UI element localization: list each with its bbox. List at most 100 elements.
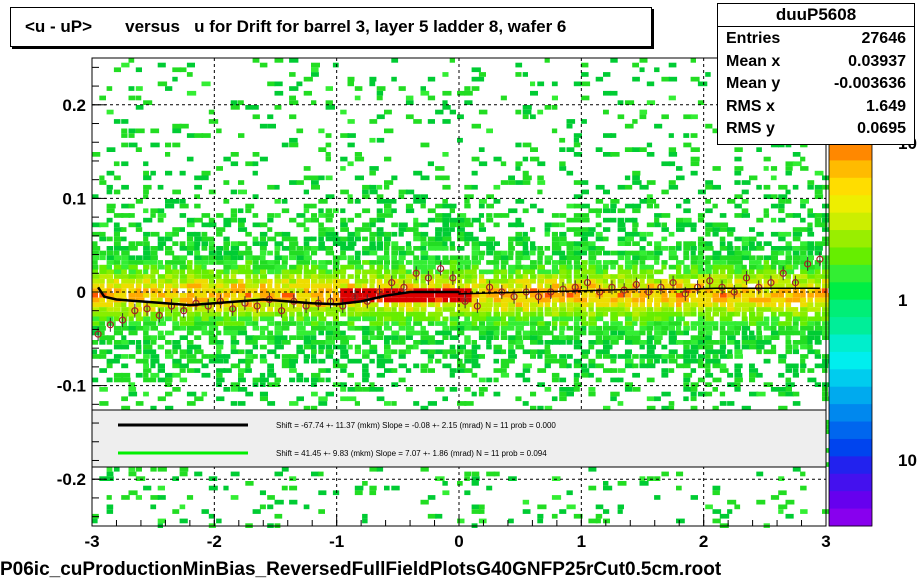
heatmap-cell [457,302,465,308]
heatmap-cell [384,340,390,345]
heatmap-cell [676,330,684,336]
heatmap-cell [785,316,793,322]
heatmap-cell [603,293,613,298]
heatmap-cell [150,246,158,251]
heatmap-cell [442,490,450,496]
heatmap-cell [756,311,764,317]
heatmap-cell [595,274,605,279]
heatmap-cell [230,349,239,355]
heatmap-cell [405,189,415,195]
heatmap-cell [792,231,803,237]
heatmap-cell [179,227,185,232]
heatmap-cell [697,274,706,279]
heatmap-cell [106,476,114,481]
heatmap-cell [157,208,165,214]
heatmap-cell [683,396,689,402]
heatmap-cell [318,264,328,270]
heatmap-cell [223,387,231,392]
heatmap-cell [435,307,442,312]
heatmap-cell [449,344,456,350]
heatmap-cell [245,278,253,284]
heatmap-cell [566,227,575,232]
heatmap-cell [201,509,209,514]
heatmap-cell [194,260,204,265]
heatmap-cell [259,504,266,510]
heatmap-cell [201,255,209,261]
heatmap-cell [186,293,197,298]
heatmap-cell [559,274,568,279]
heatmap-cell [690,297,699,303]
heatmap-cell [595,518,601,524]
heatmap-cell [595,222,602,228]
heatmap-cell [690,387,698,392]
heatmap-cell [690,264,699,270]
heatmap-cell [697,344,708,350]
heatmap-cell [697,307,705,312]
heatmap-cell [289,274,295,279]
heatmap-cell [676,222,686,228]
heatmap-cell [311,405,318,411]
y-tick-label: 0.1 [62,189,86,208]
heatmap-cell [617,321,623,326]
heatmap-cell [588,387,596,392]
heatmap-cell [749,391,759,397]
heatmap-cell [551,250,561,256]
heatmap-cell [610,368,618,373]
heatmap-cell [515,321,525,326]
heatmap-cell [150,358,160,364]
heatmap-cell [245,208,252,214]
heatmap-cell [610,264,616,270]
heatmap-cell [376,194,384,199]
heatmap-cell [121,250,130,256]
heatmap-cell [763,260,770,265]
heatmap-cell [391,340,399,345]
heatmap-cell [252,236,259,242]
heatmap-cell [668,297,676,303]
heatmap-cell [179,293,187,298]
heatmap-cell [595,213,601,218]
heatmap-cell [734,147,743,152]
heatmap-cell [756,184,762,190]
heatmap-cell [194,194,200,199]
heatmap-cell [281,269,290,275]
x-tick-label: -2 [207,532,222,551]
heatmap-cell [500,264,507,270]
heatmap-cell [646,325,654,331]
heatmap-cell [668,340,678,345]
heatmap-cell [778,405,788,411]
heatmap-cell [376,372,385,378]
heatmap-cell [822,241,829,246]
heatmap-cell [311,325,319,331]
heatmap-cell [230,316,237,322]
heatmap-cell [259,372,266,378]
heatmap-cell [603,354,611,359]
heatmap-cell [398,264,406,270]
heatmap-cell [478,377,486,383]
heatmap-cell [165,269,173,275]
heatmap-cell [683,372,693,378]
heatmap-cell [581,363,588,369]
heatmap-cell [427,297,436,303]
heatmap-cell [676,321,682,326]
heatmap-cell [508,354,517,359]
heatmap-cell [201,363,209,369]
heatmap-cell [223,302,231,308]
heatmap-cell [413,401,420,406]
heatmap-cell [800,471,806,477]
heatmap-cell [690,227,697,232]
heatmap-cell [785,189,791,195]
heatmap-cell [281,302,288,308]
heatmap-cell [478,325,488,331]
heatmap-cell [391,288,399,293]
heatmap-cell [435,175,444,181]
heatmap-cell [99,368,107,373]
heatmap-cell [457,227,465,232]
heatmap-cell [143,250,151,256]
heatmap-cell [391,199,397,204]
heatmap-cell [354,358,362,364]
heatmap-cell [267,495,275,500]
heatmap-cell [478,269,488,275]
heatmap-cell [311,264,319,270]
heatmap-cell [551,260,561,265]
heatmap-cell [325,340,335,345]
